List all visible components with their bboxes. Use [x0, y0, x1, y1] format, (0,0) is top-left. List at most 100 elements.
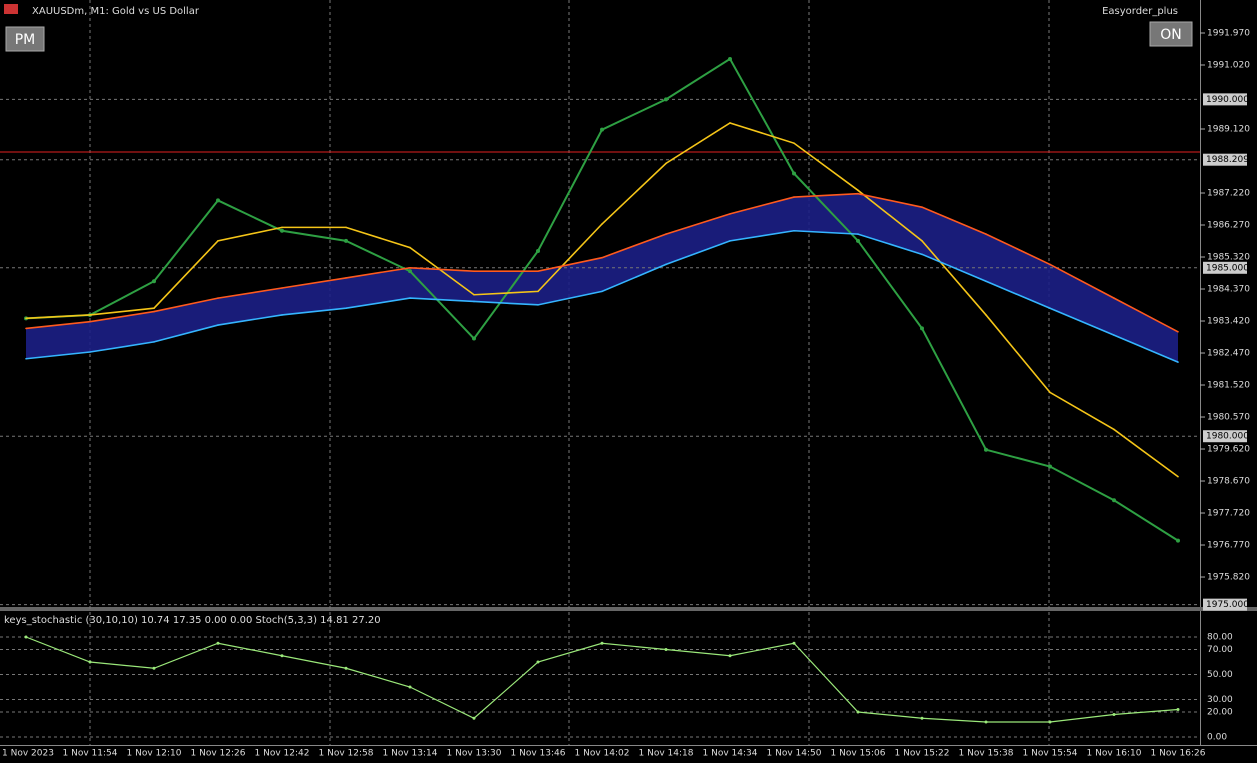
price-point: [153, 307, 155, 310]
x-tick-label: 1 Nov 15:06: [831, 749, 886, 759]
stoch-point: [536, 660, 540, 664]
stoch-point: [728, 654, 732, 658]
price-point: [600, 127, 604, 132]
y-tick-label: 1983.420: [1207, 317, 1250, 327]
y-tick-label: 1982.470: [1207, 349, 1250, 359]
stoch-point: [24, 635, 28, 639]
axis-border: [1200, 0, 1201, 745]
price-point: [152, 279, 156, 284]
pane-separator: [0, 607, 1257, 611]
price-point: [217, 324, 219, 326]
x-tick-label: 1 Nov 13:14: [383, 749, 438, 759]
price-point: [921, 206, 923, 208]
price-point: [409, 266, 411, 269]
price-point: [985, 280, 987, 283]
stoch-tick-label: 0.00: [1207, 733, 1227, 743]
price-point: [665, 162, 667, 165]
stoch-point: [792, 641, 796, 645]
y-tick-label: 1976.770: [1207, 541, 1250, 551]
on-button[interactable]: ON: [1149, 21, 1193, 47]
level-label: 1985.000: [1206, 263, 1249, 273]
price-point: [793, 229, 795, 232]
stoch-point: [88, 660, 92, 664]
indicator-label: keys_stochastic (30,10,10) 10.74 17.35 0…: [4, 615, 381, 626]
ma-band: [26, 193, 1178, 363]
price-point: [537, 304, 539, 306]
y-tick-label: 1987.220: [1207, 189, 1250, 199]
price-point: [473, 300, 475, 303]
price-point: [857, 233, 859, 235]
price-point: [665, 263, 667, 266]
price-point: [985, 314, 987, 316]
price-point: [985, 233, 987, 235]
price-point: [1113, 334, 1115, 336]
price-point: [1177, 475, 1179, 478]
price-point: [1113, 428, 1115, 431]
stoch-tick-label: 20.00: [1207, 708, 1233, 718]
vertical-grid: [89, 0, 1050, 745]
y-tick-label: 1986.270: [1207, 221, 1250, 231]
stoch-point: [856, 710, 860, 714]
price-point: [793, 196, 795, 198]
stoch-tick-label: 30.00: [1207, 695, 1233, 705]
y-tick-label: 1978.670: [1207, 477, 1250, 487]
y-tick-label: 1989.120: [1207, 125, 1250, 135]
stoch-point: [600, 641, 604, 645]
price-point: [729, 122, 731, 124]
price-point: [1049, 307, 1051, 310]
price-point: [409, 246, 411, 249]
x-tick-label: 1 Nov 12:58: [319, 749, 374, 759]
x-tick-label: 1 Nov 13:46: [511, 749, 566, 759]
price-point: [345, 277, 347, 279]
level-box: [1203, 261, 1247, 274]
x-tick-label: 1 Nov 14:34: [703, 749, 758, 759]
price-point: [1112, 498, 1116, 503]
button-label[interactable]: PM: [15, 32, 36, 48]
price-point: [1049, 263, 1051, 266]
y-tick-label: 1980.570: [1207, 413, 1250, 423]
y-tick-label: 1977.720: [1207, 509, 1250, 519]
price-point: [25, 357, 27, 360]
price-point: [921, 253, 923, 256]
price-point: [601, 223, 603, 225]
stoch-point: [408, 685, 412, 689]
stoch-tick-label: 50.00: [1207, 670, 1233, 680]
x-tick-label: 1 Nov 15:54: [1023, 749, 1078, 759]
price-point: [472, 336, 476, 341]
pm-button[interactable]: PM: [5, 26, 45, 52]
price-point: [89, 351, 91, 353]
price-point: [217, 297, 219, 299]
price-point: [345, 307, 347, 310]
price-point: [473, 293, 475, 296]
axis-border: [0, 745, 1257, 746]
level-box: [1203, 153, 1247, 166]
price-point: [280, 228, 284, 233]
x-tick-label: 1 Nov 11:54: [63, 749, 118, 759]
price-point: [793, 142, 795, 144]
price-point: [920, 326, 924, 331]
price-point: [25, 327, 27, 330]
x-tick-label: 1 Nov 15:38: [959, 749, 1014, 759]
price-point: [1177, 361, 1179, 363]
level-label: 1990.000: [1206, 95, 1249, 105]
button-label[interactable]: ON: [1160, 27, 1182, 43]
y-tick-label: 1981.520: [1207, 381, 1250, 391]
x-tick-label: 1 Nov 14:18: [639, 749, 694, 759]
price-point: [281, 314, 283, 316]
stoch-point: [1112, 713, 1116, 716]
price-point: [89, 320, 91, 323]
price-point: [729, 213, 731, 215]
x-tick-label: 1 Nov 12:42: [255, 749, 310, 759]
y-tick-label: 1984.370: [1207, 285, 1250, 295]
stoch-point: [472, 716, 476, 720]
level-box: [1203, 598, 1247, 611]
series-line: [25, 122, 1179, 478]
price-point: [729, 240, 731, 242]
level-box: [1203, 430, 1247, 443]
expert-name: Easyorder_plus: [1102, 6, 1178, 17]
price-point: [1176, 538, 1180, 543]
price-point: [408, 269, 412, 274]
flag-icon: [4, 4, 18, 14]
price-point: [537, 290, 539, 293]
price-point: [792, 171, 796, 176]
